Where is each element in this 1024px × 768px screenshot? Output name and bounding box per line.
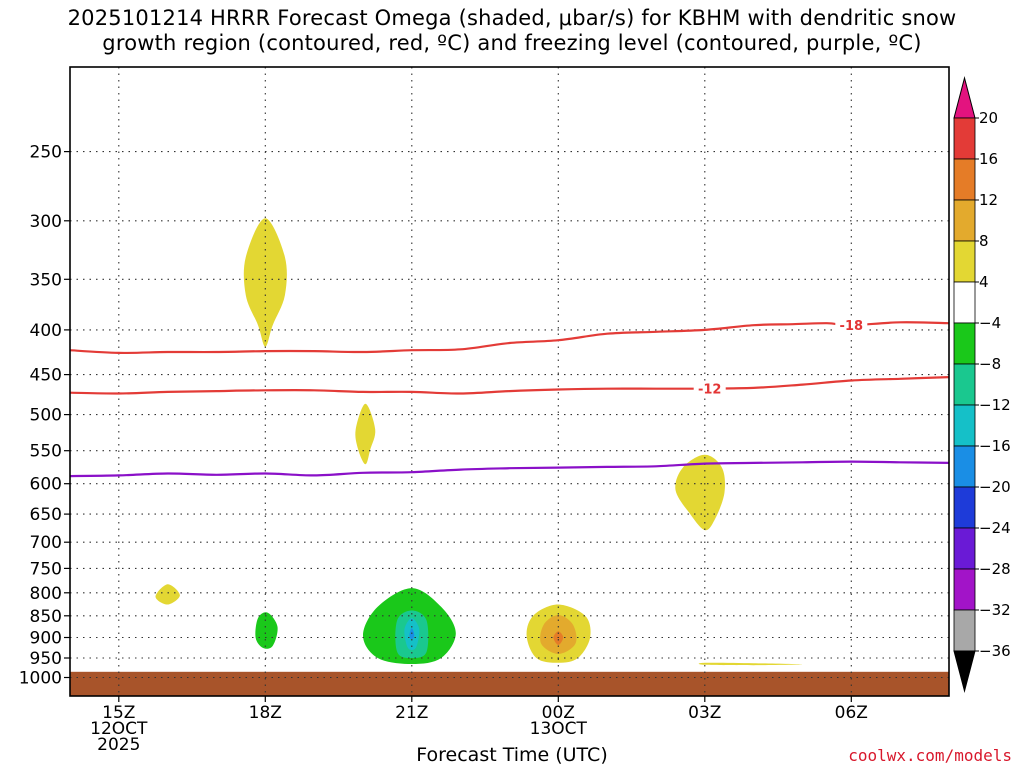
omega-shade-4 [255, 612, 278, 649]
y-tick-label-350: 350 [30, 270, 62, 290]
x-tick-label-15Z-0: 15Z [102, 703, 135, 723]
colorbar-label-7: −12 [979, 396, 1011, 414]
chart-title: 2025101214 HRRR Forecast Omega (shaded, … [67, 6, 957, 55]
colorbar-swatch-6 [953, 363, 976, 406]
contour-label-1: -12 [698, 383, 722, 398]
omega-shade-2 [675, 454, 726, 531]
y-tick-label-700: 700 [30, 533, 62, 553]
omega-shade-1 [355, 403, 376, 465]
colorbar-label-0: 20 [979, 109, 998, 127]
x-tick-label-15Z-1: 12OCT [90, 719, 148, 739]
y-tick-label-600: 600 [30, 475, 62, 495]
x-tick-label-00Z-1: 13OCT [530, 719, 588, 739]
colorbar-swatch-12 [953, 609, 976, 652]
x-tick-label-18Z-0: 18Z [249, 703, 282, 723]
colorbar-swatch-0 [953, 117, 976, 160]
omega-shade-3 [155, 584, 180, 605]
y-tick-label-1000: 1000 [19, 669, 62, 689]
omega-shade-11 [553, 631, 564, 645]
y-tick-label-850: 850 [30, 607, 62, 627]
colorbar-swatch-3 [953, 240, 976, 283]
x-tick-label-00Z-0: 00Z [542, 703, 575, 723]
colorbar-swatch-1 [953, 158, 976, 201]
colorbar-label-12: −32 [979, 601, 1011, 619]
contour-line-2 [69, 460, 950, 478]
y-tick-label-300: 300 [30, 212, 62, 232]
colorbar-label-2: 12 [979, 191, 998, 209]
y-tick-label-450: 450 [30, 366, 62, 386]
colorbar-swatch-5 [953, 322, 976, 365]
contour-label-0: -18 [840, 319, 864, 334]
plot-frame [69, 66, 950, 697]
colorbar-swatch-10 [953, 527, 976, 570]
omega-shade-12 [698, 662, 803, 666]
y-tick-label-650: 650 [30, 505, 62, 525]
y-tick-label-250: 250 [30, 143, 62, 163]
colorbar-label-10: −24 [979, 519, 1011, 537]
contour-line-1 [69, 376, 950, 395]
colorbar-swatch-2 [953, 199, 976, 242]
colorbar-label-13: −36 [979, 642, 1011, 660]
colorbar-swatch-7 [953, 404, 976, 447]
contour-label-bg-1 [693, 380, 726, 396]
colorbar-label-5: −4 [979, 314, 1001, 332]
contour-label-bg-0 [835, 317, 868, 333]
colorbar-swatch-4 [953, 281, 976, 324]
colorbar-swatch-9 [953, 486, 976, 529]
colorbar-label-11: −28 [979, 560, 1011, 578]
y-tick-label-950: 950 [30, 649, 62, 669]
colorbar-bottom-arrow [953, 650, 976, 693]
x-tick-label-06Z-0: 06Z [835, 703, 868, 723]
x-tick-label-15Z-2: 2025 [97, 735, 140, 755]
colorbar-label-3: 8 [979, 232, 989, 250]
colorbar-swatch-8 [953, 445, 976, 488]
credit-text[interactable]: coolwx.com/models [848, 746, 1012, 765]
y-tick-label-750: 750 [30, 559, 62, 579]
x-axis-label: Forecast Time (UTC) [416, 744, 608, 766]
x-tick-label-21Z-0: 21Z [395, 703, 428, 723]
colorbar-label-8: −16 [979, 437, 1011, 455]
colorbar-label-6: −8 [979, 355, 1001, 373]
y-tick-label-550: 550 [30, 442, 62, 462]
y-tick-label-400: 400 [30, 321, 62, 341]
x-tick-label-03Z-0: 03Z [688, 703, 721, 723]
y-tick-label-500: 500 [30, 406, 62, 426]
y-tick-label-800: 800 [30, 584, 62, 604]
colorbar-label-4: 4 [979, 273, 989, 291]
terrain-surface [70, 671, 949, 696]
contour-line-0 [69, 321, 950, 355]
colorbar-label-9: −20 [979, 478, 1011, 496]
colorbar-label-1: 16 [979, 150, 998, 168]
colorbar-swatch-11 [953, 568, 976, 611]
y-tick-label-900: 900 [30, 629, 62, 649]
colorbar-top-arrow [953, 76, 976, 119]
